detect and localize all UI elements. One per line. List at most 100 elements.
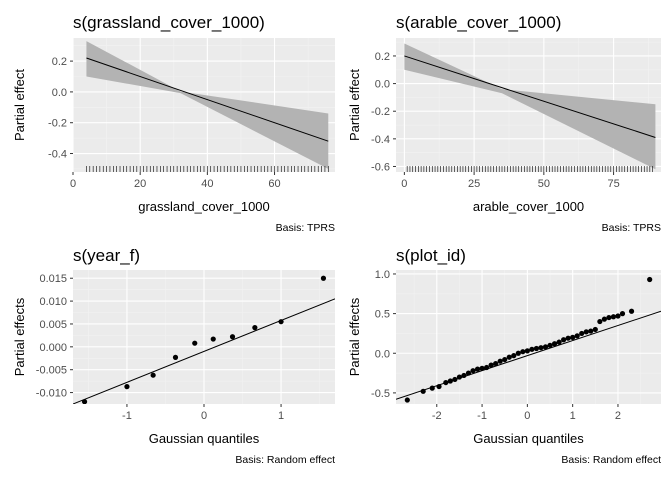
y-tick-label: 0.010 bbox=[39, 296, 67, 308]
y-tick-label: -0.4 bbox=[48, 149, 67, 161]
data-point bbox=[538, 345, 544, 351]
data-point bbox=[551, 341, 558, 347]
data-point bbox=[229, 334, 236, 340]
chart-title: s(plot_id) bbox=[396, 246, 466, 265]
y-tick-label: 1.0 bbox=[375, 269, 390, 281]
data-point bbox=[81, 399, 88, 404]
data-point bbox=[429, 385, 435, 391]
y-tick-label: -0.010 bbox=[36, 388, 67, 400]
data-point bbox=[601, 316, 607, 322]
data-point bbox=[515, 350, 521, 356]
y-tick-label: -0.6 bbox=[371, 161, 390, 173]
data-point bbox=[488, 362, 494, 368]
y-tick-label: -0.005 bbox=[36, 365, 67, 377]
x-tick-label: 1 bbox=[278, 410, 284, 422]
x-tick-label: 60 bbox=[268, 178, 280, 190]
x-tick-label: 0 bbox=[70, 178, 76, 190]
y-tick-label: 0.0 bbox=[375, 348, 390, 360]
data-point bbox=[470, 368, 476, 374]
data-point bbox=[615, 313, 621, 319]
data-point bbox=[502, 356, 508, 363]
data-point bbox=[420, 388, 426, 394]
data-point bbox=[574, 333, 580, 339]
fitted-line bbox=[404, 55, 656, 138]
chart-panel: 0 25 50 75 -0.6 -0.4 -0.2 0.0 0.2 s(arable_cover_… bbox=[347, 13, 661, 234]
data-point bbox=[556, 339, 562, 345]
data-point bbox=[524, 348, 530, 354]
basis-caption: Basis: Random effect bbox=[235, 454, 335, 466]
data-point bbox=[124, 384, 130, 390]
basis-caption: Basis: Random effect bbox=[561, 454, 661, 466]
x-tick-label: 0 bbox=[401, 178, 407, 190]
chart-panel: -1 0 1 -0.010 -0.005 0.000 0.005 0.010 0.015 s(ye… bbox=[12, 246, 335, 466]
data-point bbox=[404, 397, 410, 403]
panel-content bbox=[404, 43, 656, 172]
y-tick-label: -0.2 bbox=[371, 106, 390, 118]
y-tick-label: 0.005 bbox=[39, 319, 67, 331]
y-tick-label: 0.2 bbox=[52, 56, 67, 68]
y-axis-title: Partial effects bbox=[12, 297, 27, 376]
data-point bbox=[606, 314, 612, 321]
data-point bbox=[592, 326, 598, 333]
x-tick-label: 25 bbox=[468, 178, 480, 190]
x-tick-label: 50 bbox=[538, 178, 550, 190]
y-tick-label: 0.0 bbox=[375, 79, 390, 91]
confidence-band bbox=[404, 43, 656, 170]
panel-content bbox=[396, 276, 661, 403]
confidence-band bbox=[86, 41, 329, 169]
y-tick-label: 0.015 bbox=[39, 273, 67, 285]
y-axis-title: Partial effect bbox=[12, 69, 27, 141]
reference-line bbox=[73, 298, 335, 404]
x-tick-label: -2 bbox=[432, 410, 442, 422]
x-tick-label: -1 bbox=[477, 410, 487, 422]
data-point bbox=[619, 311, 626, 317]
x-tick-label: 0 bbox=[524, 410, 530, 422]
data-point bbox=[474, 366, 481, 372]
data-point bbox=[533, 345, 540, 352]
y-tick-label: -0.5 bbox=[371, 388, 390, 400]
data-point bbox=[452, 376, 458, 383]
x-tick-label: 1 bbox=[570, 410, 576, 422]
fitted-line bbox=[86, 57, 329, 142]
data-point bbox=[497, 358, 503, 364]
y-tick-label: -0.4 bbox=[371, 134, 390, 146]
data-point bbox=[610, 314, 617, 320]
data-point bbox=[647, 276, 653, 283]
data-point bbox=[172, 354, 179, 360]
data-point bbox=[465, 370, 472, 376]
x-tick-label: 2 bbox=[615, 410, 621, 422]
data-point bbox=[542, 344, 549, 350]
x-tick-label: 0 bbox=[201, 410, 207, 422]
x-axis-title: Gaussian quantiles bbox=[473, 431, 584, 446]
chart-title: s(arable_cover_1000) bbox=[396, 13, 561, 32]
panel-background bbox=[396, 270, 661, 404]
data-point bbox=[447, 378, 453, 384]
data-point bbox=[479, 365, 485, 371]
chart-title: s(grassland_cover_1000) bbox=[73, 13, 265, 32]
data-point bbox=[461, 372, 467, 379]
x-tick-label: -1 bbox=[122, 410, 132, 422]
basis-caption: Basis: TPRS bbox=[276, 222, 335, 234]
chart-panel: -2 -1 0 1 2 -0.5 0.0 0.5 1.0 s(plot_id) Gaussian q… bbox=[347, 246, 661, 466]
data-point bbox=[493, 360, 499, 367]
y-tick-label: 0.0 bbox=[52, 87, 67, 99]
x-tick-label: 20 bbox=[134, 178, 146, 190]
x-axis-title: arable_cover_1000 bbox=[473, 199, 584, 214]
data-point bbox=[588, 328, 594, 334]
y-tick-label: 0.000 bbox=[39, 342, 67, 354]
data-point bbox=[511, 353, 517, 359]
data-point bbox=[320, 275, 327, 281]
data-point bbox=[150, 372, 156, 378]
data-point bbox=[597, 318, 603, 325]
data-point bbox=[252, 325, 258, 331]
data-point bbox=[547, 342, 553, 348]
data-point bbox=[436, 383, 442, 390]
x-axis-title: grassland_cover_1000 bbox=[138, 199, 270, 214]
basis-caption: Basis: TPRS bbox=[602, 222, 661, 234]
data-point bbox=[443, 379, 449, 386]
x-tick-label: 75 bbox=[607, 178, 619, 190]
data-point bbox=[561, 337, 567, 343]
data-point bbox=[456, 374, 463, 380]
chart-title: s(year_f) bbox=[73, 246, 140, 265]
